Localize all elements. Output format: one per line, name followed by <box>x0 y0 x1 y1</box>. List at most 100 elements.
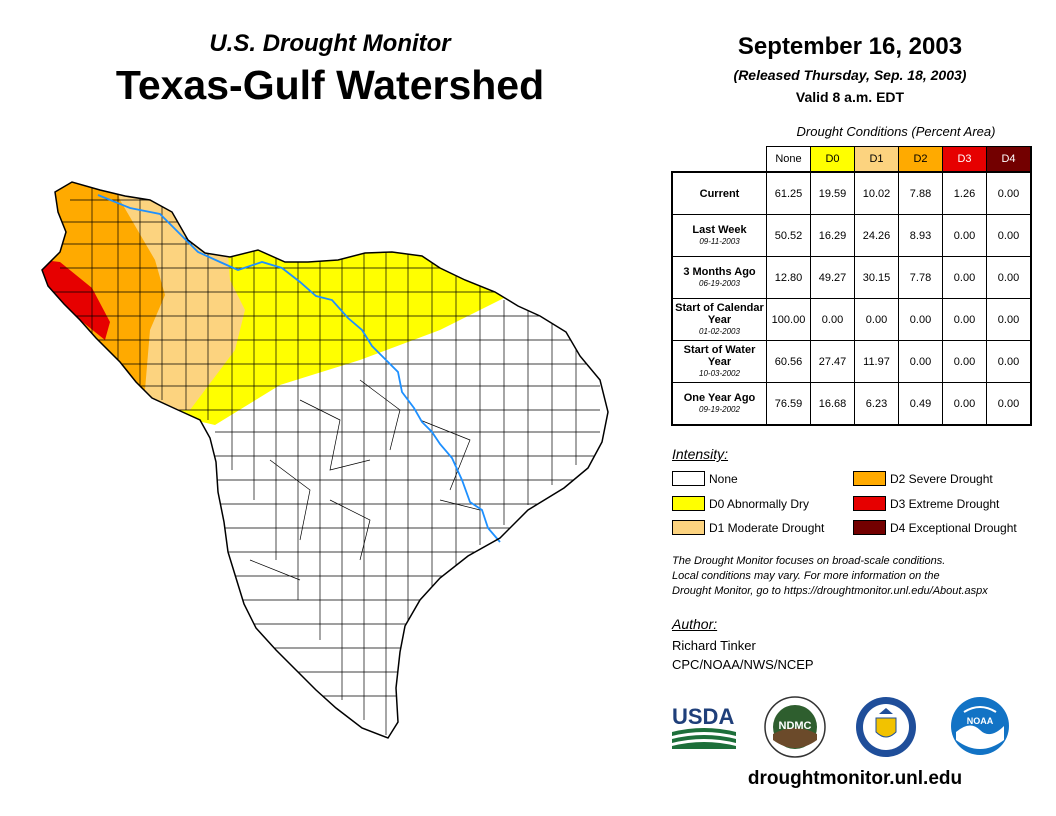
table-cell: 7.78 <box>898 256 943 299</box>
table-cell: 16.29 <box>810 214 855 257</box>
table-cell: 60.56 <box>766 340 811 383</box>
table-cell: 10.02 <box>854 171 899 215</box>
legend-swatch <box>853 496 886 511</box>
author-org: CPC/NOAA/NWS/NCEP <box>672 657 814 672</box>
table-cell: 7.88 <box>898 171 943 215</box>
legend-label: D2 Severe Drought <box>890 471 993 486</box>
legend-item-d2: D2 Severe Drought <box>853 471 993 486</box>
row-date: 06-19-2003 <box>699 278 740 288</box>
legend-item-d3: D3 Extreme Drought <box>853 496 999 511</box>
legend-item-none: None <box>672 471 738 486</box>
table-cell: 61.25 <box>766 171 811 215</box>
column-d4: D4 <box>986 146 1032 173</box>
author-name: Richard Tinker <box>672 638 756 653</box>
legend-swatch <box>672 496 705 511</box>
table-cell: 0.00 <box>942 382 987 426</box>
drought-area <box>42 182 608 738</box>
table-row: Start of Calendar Year 01-02-2003 100.00 0.… <box>671 298 1032 341</box>
row-label: Start of Calendar Year 01-02-2003 <box>671 298 767 341</box>
legend-item-d0: D0 Abnormally Dry <box>672 496 809 511</box>
legend-swatch <box>853 520 886 535</box>
table-cell: 0.00 <box>986 340 1032 383</box>
table-cell: 0.00 <box>986 214 1032 257</box>
table-cell: 0.00 <box>986 382 1032 426</box>
table-header-row: None D0 D1 D2 D3 D4 <box>672 146 1032 173</box>
row-label-text: Start of Calendar Year <box>675 301 764 326</box>
table-cell: 0.00 <box>898 298 943 341</box>
noaa-logo-icon: NOAA <box>951 697 1009 755</box>
author-heading: Author: <box>672 616 718 632</box>
legend-item-d1: D1 Moderate Drought <box>672 520 824 535</box>
row-label: Current <box>671 171 767 215</box>
legend-swatch <box>853 471 886 486</box>
row-label: Last Week 09-11-2003 <box>671 214 767 257</box>
disclaimer-note: The Drought Monitor focuses on broad-sca… <box>672 554 1052 599</box>
table-cell: 0.00 <box>986 298 1032 341</box>
legend-label: D3 Extreme Drought <box>890 496 1000 511</box>
column-none: None <box>766 146 811 173</box>
table-cell: 0.00 <box>810 298 855 341</box>
legend-label: None <box>709 471 738 486</box>
table-row: Current 61.25 19.59 10.02 7.88 1.26 0.00 <box>671 171 1032 215</box>
table-cell: 0.00 <box>942 214 987 257</box>
table-cell: 100.00 <box>766 298 811 341</box>
website-url[interactable]: droughtmonitor.unl.edu <box>747 768 963 789</box>
table-cell: 24.26 <box>854 214 899 257</box>
row-label-text: 3 Months Ago <box>683 265 756 278</box>
table-cell: 30.15 <box>854 256 899 299</box>
table-cell: 0.00 <box>942 298 987 341</box>
table-cell: 0.00 <box>942 340 987 383</box>
row-label: Start of Water Year 10-03-2002 <box>671 340 767 383</box>
county-boundaries <box>50 182 600 735</box>
table-cell: 0.00 <box>942 256 987 299</box>
row-label: 3 Months Ago 06-19-2003 <box>671 256 767 299</box>
ndmc-logo-text: NDMC <box>779 720 812 732</box>
table-cell: 8.93 <box>898 214 943 257</box>
note-line: Drought Monitor, go to https://droughtmo… <box>672 585 988 597</box>
table-row: Last Week 09-11-2003 50.52 16.29 24.26 8.93 0.… <box>671 214 1032 257</box>
usda-logo-text: USDA <box>672 704 734 729</box>
ndmc-logo-icon: NDMC <box>764 696 826 758</box>
table-cell: 16.68 <box>810 382 855 426</box>
row-label-text: Current <box>699 187 740 200</box>
table-row: Start of Water Year 10-03-2002 60.56 27.47 1… <box>671 340 1032 383</box>
row-date: 10-03-2002 <box>699 368 740 378</box>
noaa-logo-text: NOAA <box>967 716 994 726</box>
row-label-text: One Year Ago <box>683 391 756 404</box>
table-cell: 27.47 <box>810 340 855 383</box>
table-cell: 6.23 <box>854 382 899 426</box>
table-row: One Year Ago 09-19-2002 76.59 16.68 6.23 0.49… <box>671 382 1032 426</box>
table-cell: 0.00 <box>854 298 899 341</box>
column-d2: D2 <box>898 146 943 173</box>
table-corner <box>672 147 767 173</box>
row-date: 09-19-2002 <box>699 404 740 414</box>
usda-logo-icon: USDA <box>672 704 736 749</box>
legend-label: D0 Abnormally Dry <box>709 496 810 511</box>
legend-item-d4: D4 Exceptional Drought <box>853 520 1017 535</box>
monitor-title: U.S. Drought Monitor <box>209 30 451 57</box>
valid-time: Valid 8 a.m. EDT <box>795 89 905 105</box>
legend-title: Intensity: <box>672 446 729 462</box>
map-date: September 16, 2003 <box>737 33 963 60</box>
table-caption: Drought Conditions (Percent Area) <box>796 124 996 139</box>
note-line: Local conditions may vary. For more info… <box>672 570 940 582</box>
table-cell: 19.59 <box>810 171 855 215</box>
legend-label: D1 Moderate Drought <box>709 520 825 535</box>
commerce-seal-icon <box>856 697 916 757</box>
table-cell: 12.80 <box>766 256 811 299</box>
row-label-text: Start of Water Year <box>683 343 756 368</box>
row-label: One Year Ago 09-19-2002 <box>671 382 767 426</box>
table-cell: 1.26 <box>942 171 987 215</box>
table-cell: 50.52 <box>766 214 811 257</box>
table-cell: 0.00 <box>986 256 1032 299</box>
row-label-text: Last Week <box>692 223 747 236</box>
rivers <box>97 194 501 543</box>
legend-swatch <box>672 471 705 486</box>
column-d0: D0 <box>810 146 855 173</box>
drought-statistics-table: None D0 D1 D2 D3 D4 Current 61.25 19.59 10.… <box>671 146 1032 426</box>
watershed-map <box>41 181 609 739</box>
row-date: 09-11-2003 <box>699 236 740 246</box>
table-row: 3 Months Ago 06-19-2003 12.80 49.27 30.15 7.7… <box>671 256 1032 299</box>
table-cell: 0.00 <box>898 340 943 383</box>
watershed-outline <box>41 181 609 739</box>
